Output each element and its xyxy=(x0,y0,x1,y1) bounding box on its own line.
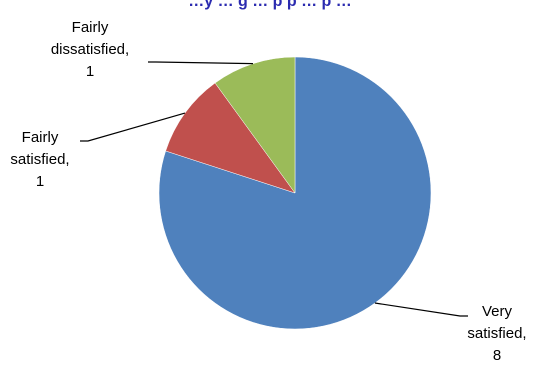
data-labels: Very satisfied, 8 Fairly satisfied, 1 Fairly di… xyxy=(10,19,526,364)
data-label-line: Fairly xyxy=(22,129,59,146)
data-label-line: Very xyxy=(482,303,513,320)
data-label-line: 8 xyxy=(493,347,501,364)
pie-slices xyxy=(158,56,432,330)
leader-line-fairly-dissatisfied xyxy=(148,61,253,65)
data-label-line: satisfied, xyxy=(10,151,69,168)
leader-line-very-satisfied xyxy=(374,302,468,317)
data-label-fairly-dissatisfied: Fairly dissatisfied, 1 xyxy=(51,19,129,80)
data-label-line: satisfied, xyxy=(467,325,526,342)
data-label-very-satisfied: Very satisfied, 8 xyxy=(467,303,526,364)
data-label-line: 1 xyxy=(36,173,44,190)
leader-line-fairly-satisfied xyxy=(80,112,186,142)
chart-title: …y … g … p p … p … xyxy=(188,0,352,10)
data-label-line: dissatisfied, xyxy=(51,41,129,58)
pie-slice-fairly-satisfied xyxy=(165,82,296,194)
pie-slice-fairly-dissatisfied xyxy=(214,56,296,194)
data-label-line: 1 xyxy=(86,63,94,80)
data-label-fairly-satisfied: Fairly satisfied, 1 xyxy=(10,129,69,190)
data-label-line: Fairly xyxy=(72,19,109,36)
leader-lines xyxy=(80,61,468,317)
